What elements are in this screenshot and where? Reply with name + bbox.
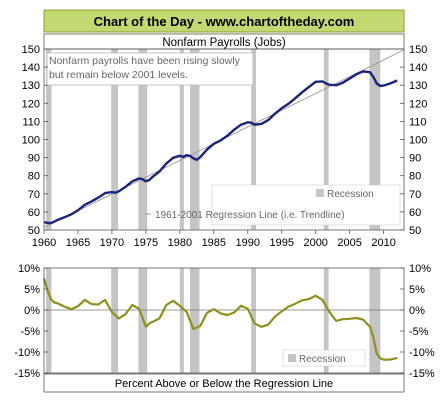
bottom-y-tick-label-left-1: -10% (14, 347, 40, 359)
bottom-axes: -15% -15% -10% -10% -5% -5% 0% 0% 5% 5% 10% 10% (14, 263, 435, 380)
top-y-tick-label-left-7: 120 (22, 98, 40, 110)
x-tick-label-2: 1970 (100, 237, 124, 249)
top-recession-bar-6 (323, 49, 329, 230)
annotation-container: Nonfarm payrolls have been rising slowly… (49, 55, 240, 81)
top-y-tick-label-right-9: 140 (409, 62, 427, 74)
bottom-y-tick-label-left-3: 0% (24, 305, 40, 317)
bottom-y-tick-label-right-4: 5% (409, 284, 425, 296)
bottom-y-tick-label-right-5: 10% (409, 263, 431, 275)
top-y-tick-label-left-3: 80 (28, 171, 40, 183)
bottom-legend (282, 349, 366, 367)
top-chart-title: Nonfarm Payrolls (Jobs) (162, 37, 286, 49)
top-recession-bar-1 (111, 49, 118, 230)
bottom-caption-box (43, 373, 405, 393)
top-y-tick-label-right-8: 130 (409, 80, 427, 92)
bottom-legend-recession-swatch (288, 354, 296, 362)
top-y-tick-label-right-1: 60 (409, 207, 421, 219)
top-y-tick-label-right-4: 90 (409, 153, 421, 165)
top-y-tick-label-left-0: 50 (28, 225, 40, 237)
top-y-tick-label-left-5: 100 (22, 135, 40, 147)
top-legend-recession-label: Recession (327, 189, 374, 200)
top-recession-bars (46, 49, 381, 230)
bottom-y-tick-label-right-3: 0% (409, 305, 425, 317)
top-y-tick-label-left-10: 150 (22, 44, 40, 56)
top-recession-bar-3 (179, 49, 184, 230)
payrolls-series-line (43, 70, 398, 225)
top-y-tick-label-left-4: 90 (28, 153, 40, 165)
bottom-y-tick-label-right-1: -10% (409, 347, 435, 359)
deviation-series-line (42, 278, 398, 361)
bottom-y-tick-label-left-4: 5% (24, 284, 40, 296)
x-tick-label-7: 1995 (269, 237, 293, 249)
bottom-recession-bar-3 (179, 268, 184, 373)
bottom-recession-bar-0 (46, 268, 52, 373)
top-y-tick-label-right-6: 110 (409, 116, 427, 128)
top-legend-recession-swatch (316, 189, 324, 197)
x-tick-label-6: 1990 (236, 237, 260, 249)
bottom-recession-bar-6 (323, 268, 329, 373)
bottom-y-tick-label-right-0: -15% (409, 368, 435, 380)
header-banner (43, 9, 405, 33)
top-recession-bar-7 (369, 49, 381, 230)
header-title: Chart of the Day - www.chartoftheday.com (94, 14, 355, 29)
annotation-text: Nonfarm payrolls have been rising slowly… (49, 55, 240, 81)
top-recession-bar-2 (138, 49, 148, 230)
top-axes: 50 50 60 60 70 70 80 80 90 90 100 100 110 110 120 120 13… (22, 44, 428, 249)
top-legend-trend-label: 1961-2001 Regression Line (i.e. Trendlin… (155, 210, 345, 221)
bottom-caption: Percent Above or Below the Regression Li… (115, 378, 333, 390)
annotation-box (46, 52, 254, 86)
bottom-y-tick-label-left-2: -5% (20, 326, 40, 338)
x-tick-label-5: 1985 (202, 237, 226, 249)
top-y-tick-label-left-9: 140 (22, 62, 40, 74)
top-legend (211, 184, 401, 226)
top-y-tick-label-right-3: 80 (409, 171, 421, 183)
top-y-tick-label-right-0: 50 (409, 225, 421, 237)
x-tick-label-9: 2005 (337, 237, 361, 249)
bottom-recession-bar-7 (369, 268, 381, 373)
x-tick-label-4: 1980 (168, 237, 192, 249)
top-y-tick-label-right-2: 70 (409, 189, 421, 201)
bottom-recession-bar-1 (111, 268, 118, 373)
bottom-y-tick-label-right-2: -5% (409, 326, 429, 338)
top-y-tick-label-left-6: 110 (22, 116, 40, 128)
x-tick-label-10: 2010 (371, 237, 395, 249)
x-tick-label-1: 1965 (66, 237, 90, 249)
bottom-legend-recession-label: Recession (299, 354, 346, 365)
bottom-recession-bar-4 (190, 268, 200, 373)
bottom-y-tick-label-left-5: 10% (18, 263, 40, 275)
x-tick-label-0: 1960 (32, 237, 56, 249)
top-y-tick-label-left-2: 70 (28, 189, 40, 201)
x-tick-label-8: 2000 (303, 237, 327, 249)
top-y-tick-label-left-1: 60 (28, 207, 40, 219)
top-y-tick-label-right-7: 120 (409, 98, 427, 110)
top-recession-bar-5 (251, 49, 256, 230)
top-y-tick-label-left-8: 130 (22, 80, 40, 92)
top-recession-bar-0 (46, 49, 52, 230)
top-y-tick-label-right-5: 100 (409, 135, 427, 147)
bottom-y-tick-label-left-0: -15% (14, 368, 40, 380)
x-tick-label-3: 1975 (134, 237, 158, 249)
top-y-tick-label-right-10: 150 (409, 44, 427, 56)
top-recession-bar-4 (190, 49, 200, 230)
bottom-plot-frame (43, 267, 405, 374)
